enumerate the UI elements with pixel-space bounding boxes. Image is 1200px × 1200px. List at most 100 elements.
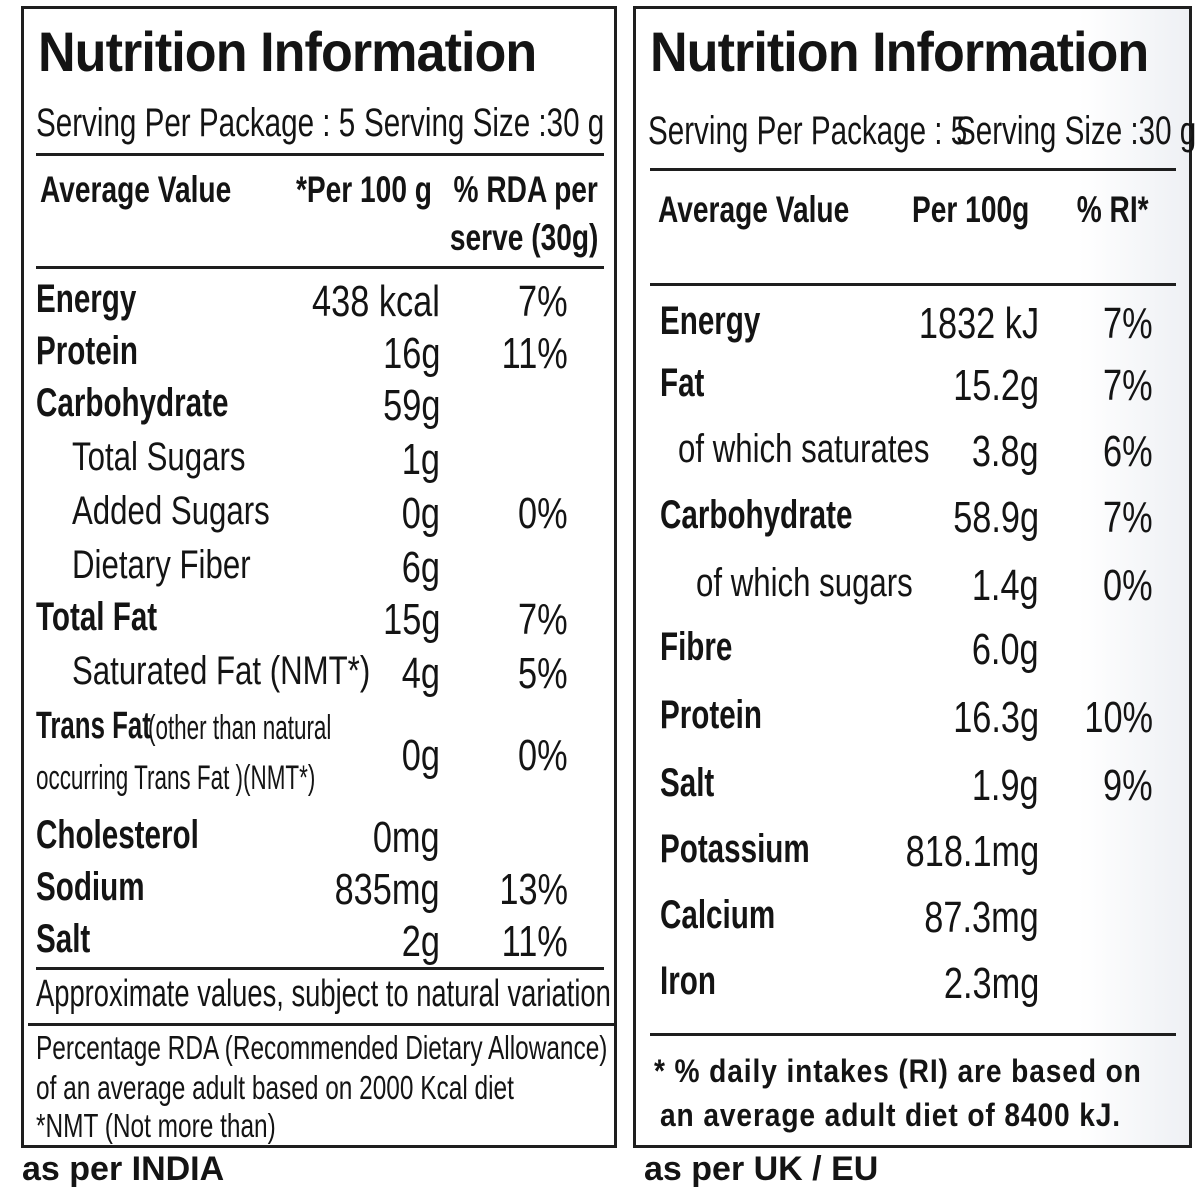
uk-ri-note-1: * % daily intakes (RI) are based on bbox=[654, 1053, 1142, 1089]
india-approx-note: Approximate values, subject to natural v… bbox=[36, 973, 611, 1015]
india-trans-fat-label-rest: (other than natural bbox=[148, 709, 332, 747]
india-nutrient-row: Added Sugars 0g 0% bbox=[24, 489, 614, 541]
india-nutrient-value: 15g bbox=[382, 595, 440, 644]
uk-nutrient-row: Iron 2.3mg bbox=[636, 959, 1189, 1011]
india-nutrient-value: 2g bbox=[401, 917, 440, 966]
uk-divider-header bbox=[650, 283, 1176, 286]
uk-nutrient-row: Energy 1832 kJ 7% bbox=[636, 299, 1189, 351]
uk-nutrient-name: Fibre bbox=[660, 625, 733, 669]
india-nutrient-name: Salt bbox=[36, 917, 91, 961]
india-divider-top bbox=[36, 153, 604, 156]
uk-nutrient-name: Calcium bbox=[660, 893, 776, 937]
uk-nutrient-row: Calcium 87.3mg bbox=[636, 893, 1189, 945]
uk-nutrition-panel: Nutrition Information Serving Per Packag… bbox=[633, 6, 1196, 1148]
uk-ri-note-2: an average adult diet of 8400 kJ. bbox=[660, 1097, 1122, 1133]
uk-nutrient-value: 1832 kJ bbox=[918, 299, 1039, 348]
india-nutrient-name: Sodium bbox=[36, 865, 145, 909]
india-nutrient-pct: 11% bbox=[501, 329, 568, 378]
india-nutrient-name: Dietary Fiber bbox=[72, 543, 251, 587]
india-nutrient-name: Cholesterol bbox=[36, 813, 199, 857]
india-header-rda-line2: serve (30g) bbox=[449, 217, 598, 258]
uk-nutrient-value: 1.9g bbox=[972, 761, 1039, 810]
india-nutrient-row: Saturated Fat (NMT*) 4g 5% bbox=[24, 649, 614, 701]
uk-nutrient-pct: 9% bbox=[1103, 761, 1153, 810]
india-trans-fat-row: Trans Fat (other than natural occurring … bbox=[24, 705, 614, 805]
india-trans-fat-pct: 0% bbox=[518, 731, 568, 780]
india-nutrient-pct: 13% bbox=[499, 865, 568, 914]
uk-nutrient-pct: 7% bbox=[1103, 361, 1153, 410]
india-nutrient-name: Energy bbox=[36, 277, 137, 321]
india-nutrient-name: Total Sugars bbox=[72, 435, 246, 479]
india-nutrient-value: 0g bbox=[401, 489, 440, 538]
india-serving-size: Serving Size :30 g bbox=[364, 101, 605, 145]
uk-nutrient-name: Protein bbox=[660, 693, 762, 737]
uk-nutrient-value: 2.3mg bbox=[943, 959, 1039, 1008]
india-nutrient-pct: 0% bbox=[518, 489, 568, 538]
uk-nutrient-pct: 7% bbox=[1103, 299, 1153, 348]
uk-nutrient-name: of which sugars bbox=[696, 561, 913, 605]
india-divider-notes bbox=[28, 1023, 614, 1026]
uk-header-ri: % RI* bbox=[1077, 189, 1149, 230]
uk-nutrient-value: 6.0g bbox=[972, 625, 1039, 674]
uk-nutrient-name: Potassium bbox=[660, 827, 810, 871]
india-nutrient-row: Cholesterol 0mg bbox=[24, 813, 614, 865]
india-rda-note-3: *NMT (Not more than) bbox=[36, 1107, 276, 1144]
uk-nutrient-name: Carbohydrate bbox=[660, 493, 853, 537]
uk-nutrient-row: Salt 1.9g 9% bbox=[636, 761, 1189, 813]
uk-nutrient-value: 818.1mg bbox=[905, 827, 1039, 876]
india-rda-note-2: of an average adult based on 2000 Kcal d… bbox=[36, 1069, 514, 1106]
india-nutrient-value: 438 kcal bbox=[312, 277, 440, 326]
india-header-average-value: Average Value bbox=[40, 169, 232, 210]
india-header-rda-line1: % RDA per bbox=[453, 169, 598, 210]
uk-nutrient-name: of which saturates bbox=[678, 427, 930, 471]
india-nutrient-pct: 11% bbox=[501, 917, 568, 966]
uk-nutrient-row: Fibre 6.0g bbox=[636, 625, 1189, 677]
uk-nutrient-row: Carbohydrate 58.9g 7% bbox=[636, 493, 1189, 545]
india-nutrition-panel: Nutrition Information Serving Per Packag… bbox=[21, 6, 617, 1148]
india-trans-fat-label-line2: occurring Trans Fat )(NMT*) bbox=[36, 759, 316, 797]
india-nutrient-value: 835mg bbox=[335, 865, 440, 914]
uk-title: Nutrition Information bbox=[650, 20, 1149, 83]
india-nutrient-row: Dietary Fiber 6g bbox=[24, 543, 614, 595]
uk-nutrient-name: Iron bbox=[660, 959, 716, 1003]
india-nutrient-value: 59g bbox=[382, 381, 440, 430]
uk-nutrient-row: Protein 16.3g 10% bbox=[636, 693, 1189, 745]
india-nutrient-name: Added Sugars bbox=[72, 489, 270, 533]
uk-nutrient-value: 16.3g bbox=[953, 693, 1039, 742]
india-nutrient-row: Protein 16g 11% bbox=[24, 329, 614, 381]
india-serving-per-package: Serving Per Package : 5 bbox=[36, 101, 356, 145]
india-nutrient-value: 16g bbox=[382, 329, 440, 378]
india-nutrient-pct: 5% bbox=[518, 649, 568, 698]
uk-serving-size: Serving Size :30 g bbox=[956, 109, 1197, 153]
uk-nutrient-value: 15.2g bbox=[953, 361, 1039, 410]
uk-nutrient-value: 1.4g bbox=[972, 561, 1039, 610]
uk-nutrient-value: 3.8g bbox=[972, 427, 1039, 476]
india-nutrient-row: Energy 438 kcal 7% bbox=[24, 277, 614, 329]
uk-divider-bottom bbox=[650, 1033, 1176, 1036]
india-nutrient-name: Saturated Fat (NMT*) bbox=[72, 649, 371, 693]
india-nutrient-name: Protein bbox=[36, 329, 138, 373]
india-divider-bottom bbox=[36, 967, 604, 970]
india-nutrient-name: Total Fat bbox=[36, 595, 158, 639]
india-nutrient-pct: 7% bbox=[518, 277, 568, 326]
india-nutrient-value: 4g bbox=[401, 649, 440, 698]
india-nutrient-row: Carbohydrate 59g bbox=[24, 381, 614, 433]
uk-nutrient-pct: 7% bbox=[1103, 493, 1153, 542]
uk-nutrient-pct: 10% bbox=[1084, 693, 1153, 742]
india-rda-note-1: Percentage RDA (Recommended Dietary Allo… bbox=[36, 1029, 608, 1066]
uk-nutrient-row: Potassium 818.1mg bbox=[636, 827, 1189, 879]
india-nutrient-name: Carbohydrate bbox=[36, 381, 229, 425]
uk-nutrient-value: 58.9g bbox=[953, 493, 1039, 542]
india-standard-label: as per INDIA bbox=[22, 1150, 225, 1188]
uk-nutrient-pct: 6% bbox=[1103, 427, 1153, 476]
uk-nutrient-pct: 0% bbox=[1103, 561, 1153, 610]
india-nutrient-pct: 7% bbox=[518, 595, 568, 644]
uk-nutrient-row: of which sugars 1.4g 0% bbox=[636, 561, 1189, 613]
india-trans-fat-value: 0g bbox=[401, 731, 440, 780]
uk-nutrient-name: Energy bbox=[660, 299, 761, 343]
uk-nutrient-row: of which saturates 3.8g 6% bbox=[636, 427, 1189, 479]
uk-header-average-value: Average Value bbox=[658, 189, 850, 230]
india-nutrient-value: 6g bbox=[401, 543, 440, 592]
india-nutrient-row: Total Sugars 1g bbox=[24, 435, 614, 487]
uk-nutrient-value: 87.3mg bbox=[924, 893, 1039, 942]
